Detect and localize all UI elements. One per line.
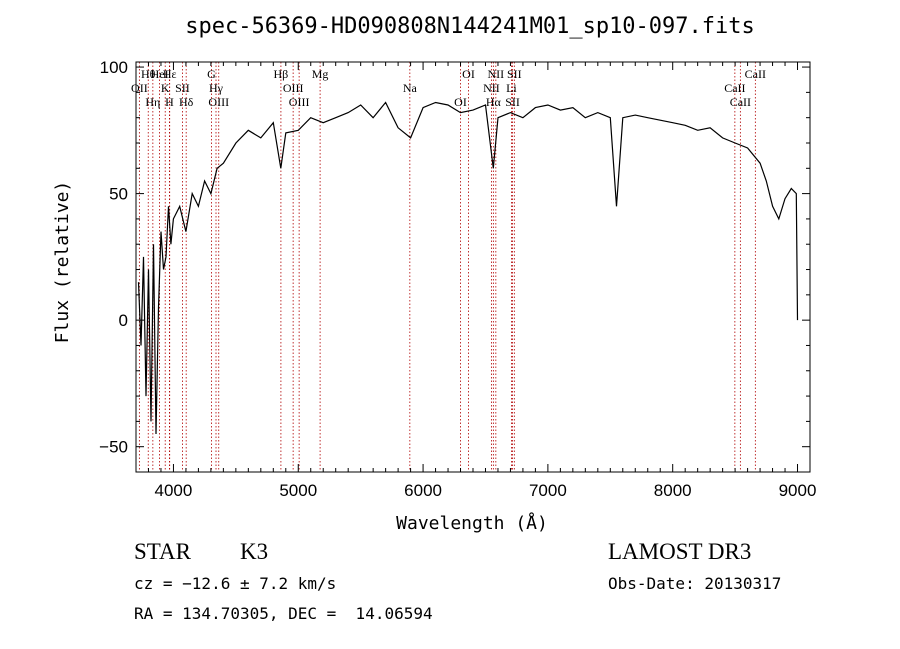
line-label: NII — [488, 67, 505, 81]
line-label: NII — [483, 81, 500, 95]
line-label: H — [165, 95, 174, 109]
chart-title: spec-56369-HD090808N144241M01_sp10-097.f… — [185, 14, 755, 39]
obs-date: Obs-Date: 20130317 — [608, 574, 782, 593]
spectral-line-labels: HθOIIHηHeIKHHεSIIHδGHγOIIIHβOIIIOIIIMgNa… — [131, 67, 766, 109]
y-axis-label: Flux (relative) — [52, 181, 73, 344]
spectrum-line — [137, 101, 799, 435]
redshift-readout: cz = −12.6 ± 7.2 km/s — [134, 574, 337, 593]
plot-frame — [135, 61, 811, 473]
line-label: SII — [507, 67, 522, 81]
x-axis: 4000 5000 6000 7000 8000 9000 — [135, 62, 817, 500]
line-label: Li — [506, 81, 517, 95]
survey-name: LAMOST DR3 — [608, 539, 752, 564]
y-axis: −50 0 50 100 — [99, 58, 810, 473]
line-label: OI — [462, 67, 475, 81]
line-label: G — [207, 67, 216, 81]
coordinates: RA = 134.70305, DEC = 14.06594 — [134, 604, 433, 623]
line-label: Hε — [163, 67, 177, 81]
x-axis-label: Wavelength (Å) — [396, 512, 548, 534]
line-label: Hα — [486, 95, 502, 109]
line-label: K — [161, 81, 170, 95]
x-tick-label: 8000 — [654, 481, 692, 500]
line-label: CaII — [730, 95, 751, 109]
line-label: SII — [175, 81, 190, 95]
object-subclass: K3 — [240, 539, 269, 564]
line-label: Hθ — [141, 67, 156, 81]
line-label: HeI — [151, 67, 169, 81]
line-label: Na — [403, 81, 418, 95]
line-label: CaII — [745, 67, 766, 81]
x-tick-label: 4000 — [155, 481, 193, 500]
line-label: Hβ — [274, 67, 289, 81]
line-label: Hγ — [209, 81, 224, 95]
line-label: CaII — [724, 81, 745, 95]
line-label: OIII — [208, 95, 229, 109]
y-tick-label: −50 — [99, 438, 128, 457]
line-label: OI — [454, 95, 467, 109]
object-class: STAR — [134, 539, 191, 564]
line-label: OIII — [289, 95, 310, 109]
y-tick-label: 0 — [119, 311, 128, 330]
line-label: OIII — [283, 81, 304, 95]
x-tick-label: 6000 — [404, 481, 442, 500]
y-tick-label: 50 — [109, 185, 128, 204]
line-label: Mg — [312, 67, 329, 81]
spectrum-chart: spec-56369-HD090808N144241M01_sp10-097.f… — [52, 14, 817, 534]
x-tick-label: 5000 — [279, 481, 317, 500]
y-tick-label: 100 — [100, 58, 128, 77]
line-label: Hη — [145, 95, 160, 109]
x-tick-label: 9000 — [779, 481, 817, 500]
spectral-line-markers — [138, 62, 756, 472]
line-label: OII — [131, 81, 148, 95]
line-label: Hδ — [179, 95, 194, 109]
line-label: SII — [505, 95, 520, 109]
x-tick-label: 7000 — [529, 481, 567, 500]
